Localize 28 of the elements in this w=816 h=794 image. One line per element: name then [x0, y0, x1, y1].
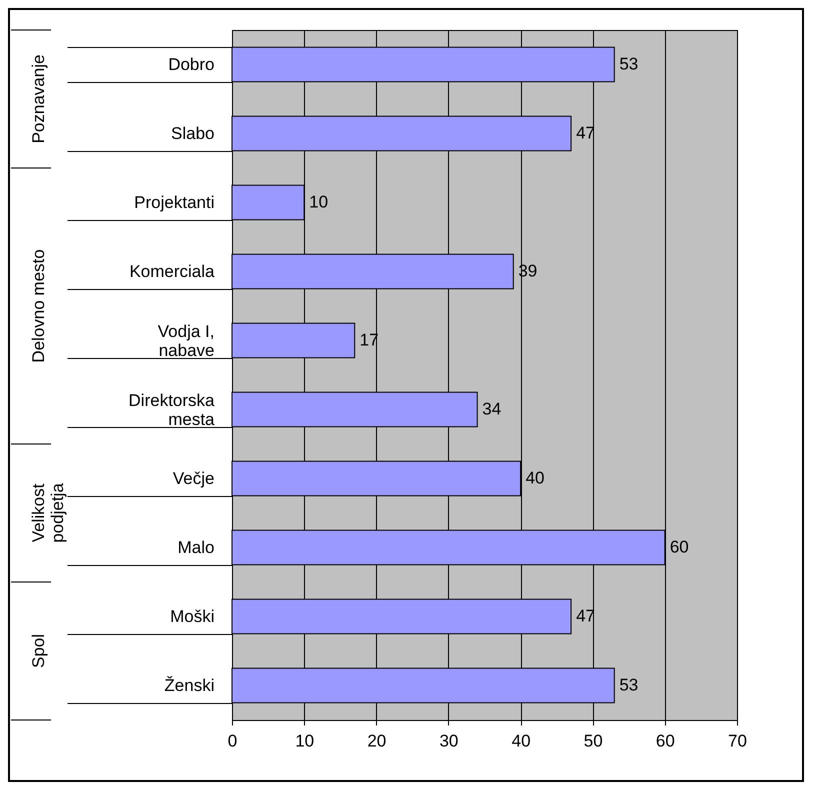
text: Velikost podjetja — [29, 482, 67, 543]
y-tick-label: Večje — [172, 469, 214, 488]
y-tick-label: Ženski — [164, 676, 214, 695]
x-tick-label: 70 — [728, 732, 747, 750]
text: Delovno mesto — [29, 249, 48, 363]
data-label: 34 — [482, 400, 502, 418]
data-label: 60 — [670, 538, 689, 556]
y-tick-label: Malo — [178, 538, 214, 557]
x-tick-label: 50 — [584, 732, 603, 750]
text: Spol — [29, 634, 48, 668]
data-label: 10 — [309, 192, 328, 212]
x-tick-label: 20 — [367, 732, 386, 750]
data-label: 53 — [619, 54, 638, 74]
text: Poznavanje — [29, 54, 48, 144]
x-tick-label: 10 — [295, 732, 314, 750]
x-tick-label: 60 — [656, 732, 675, 750]
y-tick-label: Komerciala — [129, 262, 216, 281]
x-tick-label: 30 — [439, 732, 458, 750]
y-tick-label: Projektanti — [134, 193, 214, 212]
y-tick-label: Moški — [170, 607, 214, 626]
y-tick-label: Direktorska mesta — [128, 391, 216, 429]
data-label: 53 — [619, 676, 638, 694]
y-tick-label: Vodja I, nabave — [158, 322, 214, 360]
x-tick-label: 0 — [228, 732, 238, 750]
data-label: 40 — [526, 468, 544, 488]
y-tick-label: Slabo — [171, 124, 214, 143]
y-tick-label: Dobro — [168, 55, 214, 74]
x-tick-label: 40 — [512, 732, 531, 750]
